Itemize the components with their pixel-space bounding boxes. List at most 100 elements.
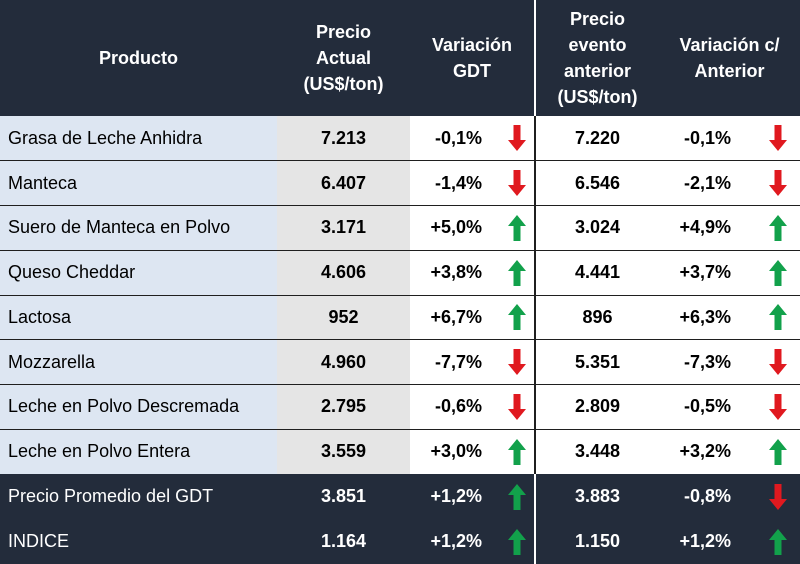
table-row: Suero de Manteca en Polvo 3.171 +5,0% 3.024… — [0, 205, 800, 251]
variacion-gdt-wrap: +5,0% — [410, 214, 534, 241]
precio-actual: 2.795 — [277, 384, 410, 430]
variacion-anterior-value: -0,1% — [683, 127, 731, 148]
table-row: Leche en Polvo Entera 3.559 +3,0% 3.448 +3,2… — [0, 429, 800, 474]
table-body: Grasa de Leche Anhidra 7.213 -0,1% 7.220 -0,… — [0, 116, 800, 564]
arrow-down-icon — [769, 483, 787, 510]
variacion-gdt-value: -7,7% — [434, 351, 482, 372]
variacion-anterior-wrap: +1,2% — [659, 528, 800, 555]
variacion-gdt-wrap: -0,1% — [410, 125, 534, 152]
product-name: Suero de Manteca en Polvo — [0, 205, 277, 251]
precio-actual: 7.213 — [277, 116, 410, 162]
variacion-anterior: -0,5% — [659, 384, 800, 430]
arrow-up-icon — [508, 214, 526, 241]
product-name: Lactosa — [0, 295, 277, 341]
product-name: Leche en Polvo Descremada — [0, 384, 277, 430]
header-variacion-anterior-line: Anterior — [694, 61, 765, 81]
precio-anterior: 2.809 — [535, 384, 659, 430]
variacion-anterior-value: -0,8% — [683, 486, 731, 506]
variacion-anterior: +3,2% — [659, 429, 800, 474]
variacion-gdt-wrap: +6,7% — [410, 304, 534, 331]
header-variacion-gdt-line: Variación — [431, 35, 513, 55]
table-row: Queso Cheddar 4.606 +3,8% 4.441 +3,7% — [0, 250, 800, 296]
variacion-gdt-value: -1,4% — [434, 172, 482, 193]
arrow-down-icon — [769, 393, 787, 420]
variacion-gdt: +3,0% — [410, 429, 536, 474]
product-name: Manteca — [0, 160, 277, 206]
precio-anterior: 6.546 — [535, 160, 659, 206]
precio-actual: 4.960 — [277, 339, 410, 385]
arrow-down-icon — [508, 170, 526, 197]
variacion-anterior-value: +6,3% — [679, 306, 731, 327]
variacion-anterior-value: -2,1% — [683, 172, 731, 193]
variacion-gdt: +5,0% — [410, 205, 536, 251]
variacion-anterior-wrap: +4,9% — [659, 214, 800, 241]
header-variacion-gdt-line: GDT — [453, 61, 491, 81]
precio-anterior: 5.351 — [535, 339, 659, 385]
variacion-gdt-wrap: -0,6% — [410, 393, 534, 420]
header-row: Producto Precio Actual (US$/ton) Variaci… — [0, 0, 800, 116]
variacion-gdt: -0,6% — [410, 384, 536, 430]
arrow-down-icon — [769, 170, 787, 197]
header-precio-anterior-line: Precio — [569, 9, 626, 29]
product-name: Leche en Polvo Entera — [0, 429, 277, 474]
variacion-anterior-wrap: -0,8% — [659, 483, 800, 510]
variacion-gdt: -1,4% — [410, 160, 536, 206]
arrow-up-icon — [508, 304, 526, 331]
variacion-gdt-wrap: -1,4% — [410, 170, 534, 197]
header-precio-actual-line: (US$/ton) — [303, 74, 384, 94]
header-precio-anterior-line: (US$/ton) — [557, 87, 638, 107]
variacion-anterior-wrap: +3,7% — [659, 259, 800, 286]
variacion-gdt-value: +6,7% — [430, 306, 482, 327]
variacion-anterior-wrap: -0,1% — [659, 125, 800, 152]
variacion-anterior: -0,1% — [659, 116, 800, 162]
variacion-gdt-value: -0,6% — [434, 396, 482, 417]
arrow-up-icon — [508, 528, 526, 555]
arrow-up-icon — [769, 438, 787, 465]
variacion-gdt: +6,7% — [410, 295, 536, 341]
header-producto: Producto — [99, 48, 178, 68]
variacion-gdt: -0,1% — [410, 116, 536, 162]
variacion-anterior: +3,7% — [659, 250, 800, 296]
variacion-gdt-wrap: +3,8% — [410, 259, 534, 286]
table-row: Lactosa 952 +6,7% 896 +6,3% — [0, 295, 800, 341]
precio-actual: 3.559 — [277, 429, 410, 474]
variacion-gdt-wrap: +1,2% — [410, 483, 534, 510]
precio-anterior: 3.883 — [574, 486, 621, 506]
precio-anterior: 3.024 — [535, 205, 659, 251]
precio-anterior: 3.448 — [574, 441, 621, 462]
table-row: Manteca 6.407 -1,4% 6.546 -2,1% — [0, 160, 800, 206]
arrow-up-icon — [769, 214, 787, 241]
variacion-gdt-wrap: +1,2% — [410, 528, 534, 555]
variacion-gdt-value: +3,8% — [430, 262, 482, 283]
header-variacion-anterior: Variación c/ Anterior — [659, 0, 800, 116]
table-row: Mozzarella 4.960 -7,7% 5.351 -7,3% — [0, 339, 800, 385]
variacion-gdt-value: +1,2% — [430, 486, 482, 506]
arrow-up-icon — [508, 483, 526, 510]
arrow-up-icon — [769, 259, 787, 286]
header-precio-anterior: Precio evento anterior (US$/ton) — [535, 0, 659, 116]
product-name: Mozzarella — [0, 339, 277, 385]
precio-anterior: 7.220 — [535, 116, 659, 162]
variacion-gdt: -7,7% — [410, 339, 536, 385]
variacion-gdt-value: -0,1% — [434, 127, 482, 148]
header-precio-anterior-line: anterior — [563, 61, 632, 81]
header-precio-actual-line: Precio — [315, 22, 372, 42]
header-precio-actual: Precio Actual (US$/ton) — [277, 0, 410, 116]
variacion-anterior-value: -0,5% — [683, 396, 731, 417]
arrow-down-icon — [769, 125, 787, 152]
variacion-anterior-wrap: -0,5% — [659, 393, 800, 420]
variacion-anterior-value: +4,9% — [679, 217, 731, 238]
variacion-gdt-value: +3,0% — [430, 441, 482, 462]
variacion-anterior: +6,3% — [659, 295, 800, 341]
variacion-gdt-value: +1,2% — [430, 531, 482, 551]
header-variacion-anterior-line: Variación c/ — [679, 35, 780, 55]
variacion-anterior-value: +1,2% — [679, 531, 731, 551]
precio-actual: 1.164 — [320, 531, 367, 551]
variacion-gdt-value: +5,0% — [430, 217, 482, 238]
variacion-anterior: +1,2% — [659, 519, 800, 564]
arrow-up-icon — [508, 259, 526, 286]
precio-anterior: 4.441 — [535, 250, 659, 296]
variacion-gdt-wrap: -7,7% — [410, 349, 534, 376]
table-row: INDICE 1.164 +1,2% 1.150 +1,2% — [0, 519, 800, 564]
